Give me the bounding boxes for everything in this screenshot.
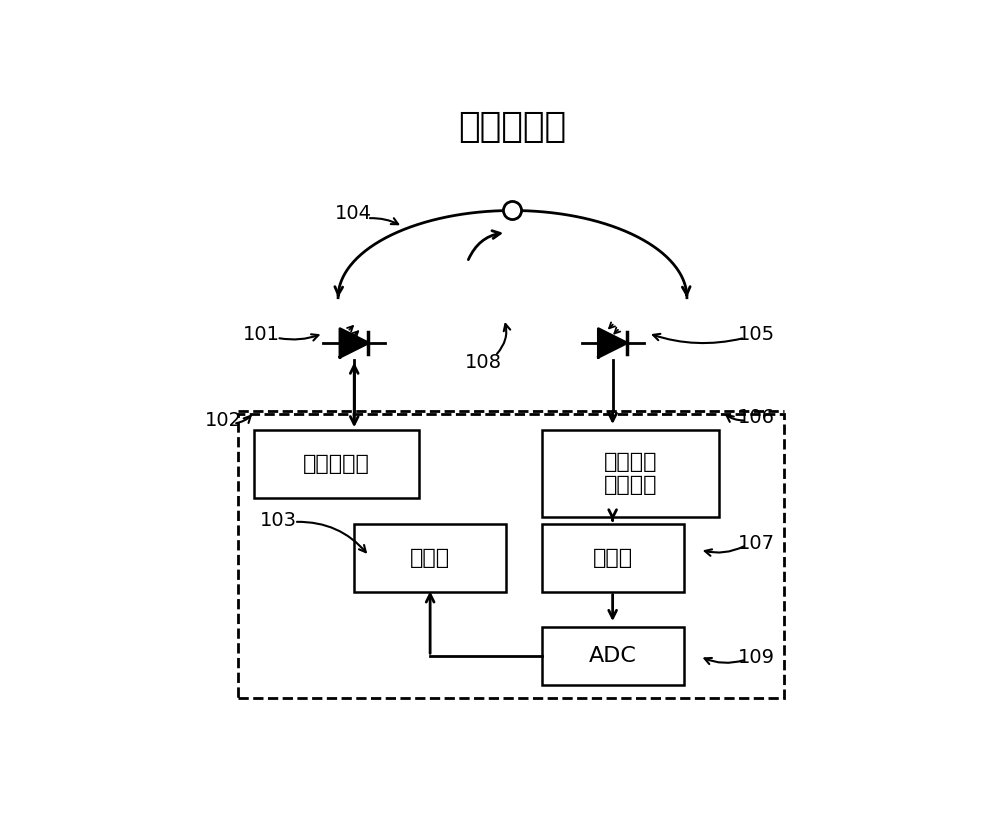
Text: 103: 103 — [260, 511, 297, 530]
Polygon shape — [598, 329, 627, 357]
Text: 滤波器: 滤波器 — [593, 548, 633, 568]
Text: 101: 101 — [243, 325, 280, 344]
Text: 108: 108 — [465, 353, 502, 372]
Text: 107: 107 — [738, 534, 775, 553]
Bar — [542, 524, 684, 591]
Bar — [354, 524, 506, 591]
Bar — [238, 414, 784, 698]
Text: 104: 104 — [334, 204, 371, 223]
Text: ADC: ADC — [589, 646, 637, 666]
Text: 105: 105 — [738, 325, 775, 344]
Text: 109: 109 — [738, 648, 775, 667]
Text: 光纤传感器: 光纤传感器 — [458, 110, 567, 143]
Bar — [254, 430, 419, 498]
Text: 信号采集
放大电路: 信号采集 放大电路 — [604, 452, 657, 495]
Text: 处理器: 处理器 — [410, 548, 450, 568]
Bar — [542, 430, 719, 518]
Circle shape — [503, 201, 522, 220]
Polygon shape — [340, 329, 368, 357]
Bar — [542, 628, 684, 685]
Text: 102: 102 — [205, 411, 242, 430]
Text: 106: 106 — [738, 408, 775, 427]
Text: 恒流驱动器: 恒流驱动器 — [303, 454, 370, 474]
